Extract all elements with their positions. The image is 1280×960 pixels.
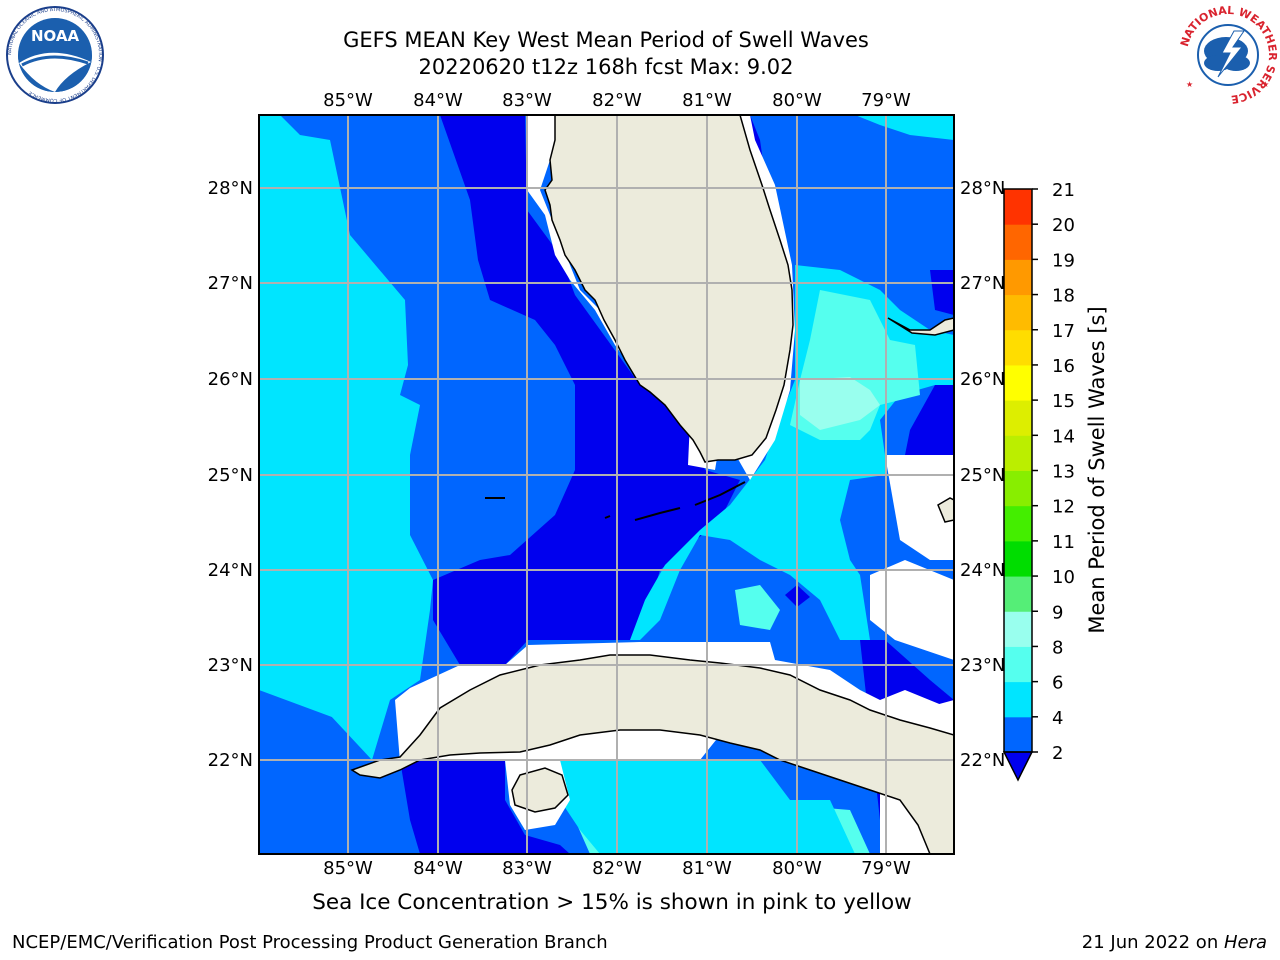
land-bahamas-andros — [937, 497, 954, 523]
lat-label: 24°N — [208, 560, 253, 581]
colorbar-band — [1004, 681, 1032, 718]
sea-ice-caption: Sea Ice Concentration > 15% is shown in … — [312, 890, 912, 915]
footer-credit: NCEP/EMC/Verification Post Processing Pr… — [12, 932, 608, 953]
colorbar-tick-label: 8 — [1052, 637, 1063, 658]
noaa-logo-text: NOAA — [31, 27, 80, 45]
colorbar-band — [1004, 576, 1032, 612]
colorbar-tick-label: 20 — [1052, 215, 1075, 236]
lon-label: 80°W — [772, 90, 822, 111]
colorbar-band — [1004, 329, 1032, 366]
lon-label: 80°W — [772, 858, 822, 879]
colorbar-tick-label: 9 — [1052, 602, 1063, 623]
lon-label: 85°W — [323, 90, 373, 111]
colorbar-band — [1004, 224, 1032, 260]
water-deep-blue-gulf — [433, 115, 740, 665]
lat-label: 25°N — [208, 465, 253, 486]
water-deep-blue-east2 — [905, 385, 954, 455]
svg-text:★: ★ — [1186, 80, 1193, 89]
nodata-east — [870, 560, 954, 660]
lat-labels-right: 28°N 27°N 26°N 25°N 24°N 23°N 22°N — [960, 178, 1005, 771]
lon-label: 79°W — [861, 90, 911, 111]
nws-logo: NATIONAL WEATHER SERVICE ★ ★ — [1178, 5, 1278, 105]
lat-label: 27°N — [960, 273, 1005, 294]
lon-label: 83°W — [502, 858, 552, 879]
lat-labels-left: 28°N 27°N 26°N 25°N 24°N 23°N 22°N — [208, 178, 253, 771]
lon-label: 79°W — [861, 858, 911, 879]
map-grid — [259, 115, 954, 854]
colorbar-label: Mean Period of Swell Waves [s] — [1085, 306, 1109, 634]
colorbar-tick-label: 11 — [1052, 532, 1075, 553]
lat-label: 26°N — [960, 369, 1005, 390]
lat-label: 24°N — [960, 560, 1005, 581]
colorbar-band — [1004, 505, 1032, 542]
colorbar-band — [1004, 470, 1032, 507]
colorbar-tick-label: 2 — [1052, 743, 1063, 764]
colorbar-band — [1004, 364, 1032, 401]
water-cyan-east — [855, 115, 954, 140]
chart-title: GEFS MEAN Key West Mean Period of Swell … — [343, 28, 869, 52]
lat-label: 23°N — [208, 655, 253, 676]
lat-label: 28°N — [208, 178, 253, 199]
footer-date: 21 Jun 2022 on Hera — [1082, 932, 1267, 953]
land-florida-keys — [485, 481, 746, 521]
water-cyan-sw — [259, 620, 372, 760]
land-florida — [544, 115, 794, 463]
noaa-logo: NOAA NATIONAL OCEANIC AND ATMOSPHERIC AD… — [6, 6, 104, 104]
lat-label: 22°N — [208, 750, 253, 771]
colorbar-tick-label: 21 — [1052, 180, 1075, 201]
lat-label: 28°N — [960, 178, 1005, 199]
lon-label: 81°W — [682, 90, 732, 111]
lon-labels-bottom: 85°W 84°W 83°W 82°W 81°W 80°W 79°W — [323, 858, 911, 879]
lon-label: 83°W — [502, 90, 552, 111]
colorbar-tick-label: 19 — [1052, 250, 1075, 271]
colorbar-band — [1004, 400, 1032, 436]
colorbar-tick-label: 18 — [1052, 286, 1075, 307]
lat-label: 27°N — [208, 273, 253, 294]
footer-host: Hera — [1223, 932, 1267, 953]
colorbar-band — [1004, 540, 1032, 577]
footer-date-text: 21 Jun 2022 on — [1081, 932, 1224, 953]
colorbar-tick-label: 10 — [1052, 567, 1075, 588]
colorbar-band — [1004, 611, 1032, 647]
land-bahamas — [887, 317, 954, 336]
water-pale-cyan — [800, 377, 880, 430]
chart-subtitle: 20220620 t12z 168h fcst Max: 9.02 — [418, 55, 794, 79]
colorbar-tick-label: 17 — [1052, 321, 1075, 342]
colorbar-tick-label: 14 — [1052, 426, 1075, 447]
water-deep-blue-east — [930, 270, 954, 315]
colorbar-band — [1004, 259, 1032, 296]
colorbar-tick-label: 4 — [1052, 708, 1063, 729]
colorbar-tick-label: 15 — [1052, 391, 1075, 412]
water-deep-blue-south — [400, 760, 570, 854]
colorbar-band — [1004, 716, 1032, 753]
lat-label: 26°N — [208, 369, 253, 390]
colorbar-band — [1004, 189, 1032, 225]
colorbar-band — [1004, 294, 1032, 331]
lon-label: 85°W — [323, 858, 373, 879]
lat-label: 23°N — [960, 655, 1005, 676]
colorbar-tick-label: 12 — [1052, 497, 1075, 518]
colorbar-tick-label: 16 — [1052, 356, 1075, 377]
lon-label: 82°W — [592, 90, 642, 111]
lon-label: 84°W — [413, 858, 463, 879]
water-cyan-west — [259, 115, 433, 760]
colorbar: 2 4 6 8 9 10 11 12 13 14 15 16 17 18 19 20 21 — [1002, 180, 1075, 782]
water-light-cyan-south — [735, 585, 780, 630]
svg-text:★: ★ — [1262, 80, 1269, 89]
lon-label: 81°W — [682, 858, 732, 879]
colorbar-extension — [1002, 751, 1034, 782]
colorbar-tick-label: 13 — [1052, 462, 1075, 483]
lon-label: 84°W — [413, 90, 463, 111]
colorbar-band — [1004, 435, 1032, 471]
lon-label: 82°W — [592, 858, 642, 879]
lat-label: 25°N — [960, 465, 1005, 486]
lon-labels-top: 85°W 84°W 83°W 82°W 81°W 80°W 79°W — [323, 90, 911, 111]
colorbar-tick-label: 6 — [1052, 673, 1063, 694]
nodata-florida-coast — [527, 115, 795, 480]
nodata-ne-coast — [885, 455, 954, 560]
map-frame — [258, 114, 955, 855]
colorbar-band — [1004, 646, 1032, 683]
lat-label: 22°N — [960, 750, 1005, 771]
